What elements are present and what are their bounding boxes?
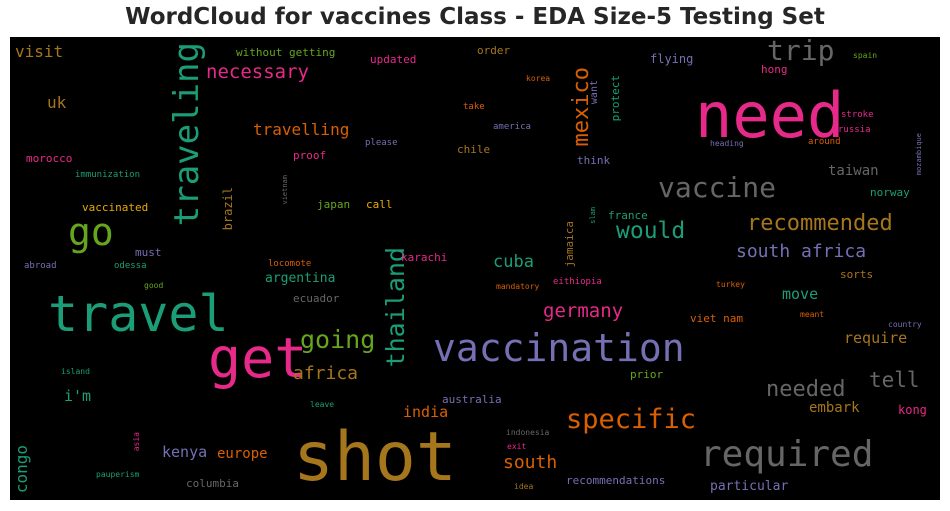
word-shot: shot (293, 418, 457, 497)
word-stroke: stroke (841, 110, 874, 120)
word-want: want (589, 80, 600, 105)
word-country: country (888, 320, 922, 329)
word-karachi: karachi (401, 251, 448, 264)
word-pauperism: pauperism (96, 470, 140, 479)
word-needed: needed (766, 377, 846, 402)
word-get: get (208, 326, 308, 390)
word-require: require (844, 329, 908, 347)
word-odessa: odessa (114, 261, 147, 271)
word-flying: flying (650, 52, 694, 66)
word-korea: korea (526, 74, 551, 83)
word-would: would (616, 218, 686, 244)
word-uk: uk (47, 93, 67, 112)
word-chile: chile (457, 143, 491, 156)
word-without-getting: without getting (236, 46, 336, 59)
word-going: going (300, 325, 376, 354)
word-cuba: cuba (493, 252, 534, 272)
word-germany: germany (543, 300, 624, 322)
word-embark: embark (809, 400, 860, 416)
word-eithiopia: eithiopia (553, 277, 602, 287)
word-morocco: morocco (26, 152, 73, 165)
word-must: must (135, 246, 162, 259)
word-island: island (61, 367, 90, 376)
word-immunization: immunization (75, 170, 141, 180)
word-i-m: i'm (64, 387, 92, 405)
word-prior: prior (630, 368, 664, 381)
word-south: south (503, 452, 558, 473)
word-jamaica: jamaica (563, 221, 576, 268)
word-idea: idea (514, 482, 534, 491)
word-brazil: brazil (221, 187, 235, 231)
word-leave: leave (310, 400, 335, 409)
word-recommended: recommended (747, 211, 893, 236)
word-meant: meant (800, 310, 825, 319)
word-travelling: travelling (253, 120, 350, 139)
word-norway: norway (870, 186, 910, 199)
word-call: call (366, 198, 393, 211)
word-please: please (365, 138, 398, 148)
word-france: france (608, 209, 648, 222)
word-cloud: shot need travel vaccination get required trav… (10, 37, 940, 500)
word-particular: particular (710, 479, 789, 494)
word-russia: russia (838, 125, 871, 135)
word-heading: heading (710, 139, 744, 148)
word-taiwan: taiwan (828, 163, 879, 179)
word-trip: trip (767, 37, 835, 67)
word-mandatory: mandatory (496, 282, 540, 291)
word-travel: travel (48, 285, 229, 343)
word-kong: kong (898, 403, 927, 417)
word-need: need (695, 79, 845, 152)
word-viet-nam: viet nam (690, 312, 743, 325)
word-take: take (463, 102, 485, 112)
word-vietnam: vietnam (281, 175, 289, 205)
word-traveling: traveling (167, 42, 207, 227)
word-required: required (700, 434, 874, 475)
word-go: go (68, 210, 114, 254)
word-vaccine: vaccine (658, 171, 777, 204)
word-argentina: argentina (265, 271, 336, 286)
word-vaccination: vaccination (433, 326, 685, 370)
word-move: move (782, 285, 819, 303)
word-australia: australia (442, 393, 502, 406)
word-order: order (477, 44, 511, 57)
word-ecuador: ecuador (293, 292, 340, 305)
word-necessary: necessary (206, 61, 309, 83)
word-abroad: abroad (24, 261, 57, 271)
word-slam: slam (589, 207, 597, 224)
word-america: america (493, 122, 531, 132)
word-thailand: thailand (381, 247, 410, 368)
word-turkey: turkey (716, 280, 745, 289)
word-hong: hong (761, 63, 788, 76)
word-mexico: mexico (569, 67, 594, 147)
word-india: india (403, 403, 449, 421)
word-japan: japan (317, 198, 351, 211)
word-vaccinated: vaccinated (82, 201, 149, 214)
word-exit: exit (507, 442, 527, 451)
chart-title: WordCloud for vaccines Class - EDA Size-… (125, 4, 825, 30)
word-asia: asia (132, 432, 141, 452)
word-mozambique: mozambique (915, 133, 923, 176)
word-kenya: kenya (162, 443, 208, 461)
word-protect: protect (609, 75, 622, 122)
word-spain: spain (853, 51, 878, 60)
word-around: around (808, 137, 841, 147)
word-sorts: sorts (840, 268, 874, 281)
word-locomote: locomote (268, 259, 312, 269)
word-recommendations: recommendations (566, 474, 666, 487)
word-south-africa: south africa (736, 241, 867, 262)
word-updated: updated (370, 53, 417, 66)
word-europe: europe (217, 446, 268, 462)
word-tell: tell (869, 368, 920, 392)
word-proof: proof (293, 149, 327, 162)
word-congo: congo (12, 445, 31, 494)
word-africa: africa (293, 363, 359, 384)
word-visit: visit (15, 42, 64, 61)
word-indonesia: indonesia (506, 428, 550, 437)
word-specific: specific (566, 404, 697, 435)
word-think: think (577, 154, 611, 167)
word-columbia: columbia (186, 477, 239, 490)
word-good: good (144, 281, 164, 290)
